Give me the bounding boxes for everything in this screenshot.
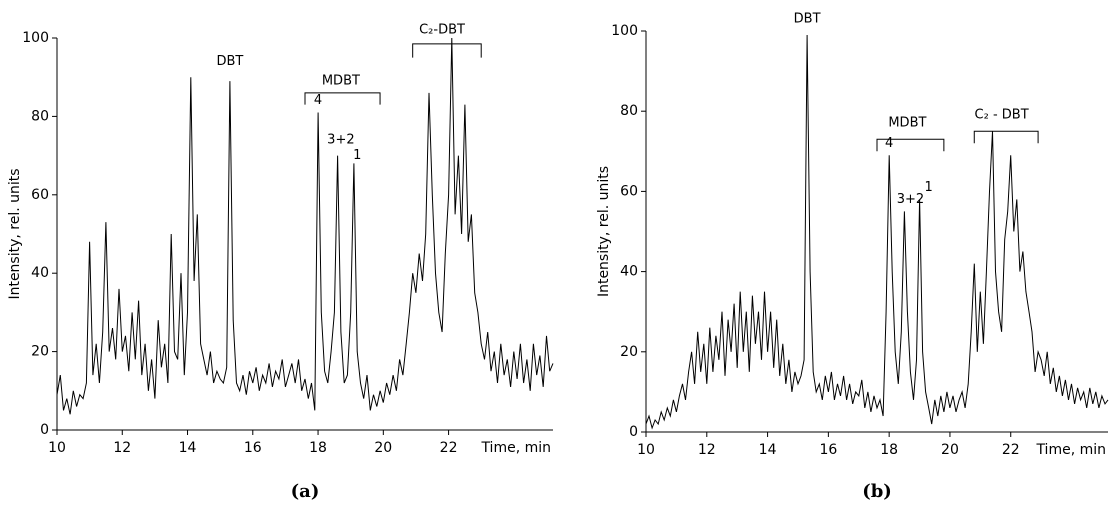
y-tick-label: 40 — [31, 265, 49, 281]
peak-annotation: DBT — [217, 54, 244, 69]
peak-annotation: 4 — [885, 136, 893, 151]
y-axis-label: Intensity, rel. units — [596, 166, 612, 297]
peak-annotation: C₂-DBT — [419, 23, 465, 38]
peak-annotation: 3+2 — [897, 192, 924, 207]
chromatogram-line — [56, 37, 554, 415]
y-tick-label: 60 — [31, 187, 49, 203]
group-bracket — [412, 43, 482, 58]
y-tick-label: 80 — [620, 103, 638, 119]
x-axis-label: Time, min — [480, 440, 551, 456]
y-tick-label: 0 — [40, 422, 49, 438]
x-tick-label: 20 — [941, 442, 959, 458]
x-tick-label: 14 — [759, 442, 777, 458]
peak-annotation: 1 — [353, 148, 361, 163]
peak-annotation: DBT — [794, 11, 821, 26]
peak-annotation: 3+2 — [327, 132, 354, 147]
panel-label: (b) — [862, 481, 892, 502]
x-tick-label: 12 — [113, 440, 131, 456]
peak-annotation: C₂ - DBT — [975, 108, 1029, 123]
x-tick-label: 18 — [309, 440, 327, 456]
y-tick-label: 100 — [22, 30, 49, 46]
peak-annotation: 4 — [314, 93, 322, 108]
y-tick-label: 20 — [620, 344, 638, 360]
y-tick-label: 0 — [629, 424, 638, 440]
x-tick-label: 10 — [637, 442, 655, 458]
group-bracket — [304, 92, 381, 105]
peak-annotation: MDBT — [322, 74, 360, 89]
peak-annotation: MDBT — [888, 116, 926, 131]
y-axis-label: Intensity, rel. units — [7, 168, 23, 299]
x-tick-label: 16 — [244, 440, 262, 456]
y-tick-label: 20 — [31, 344, 49, 360]
chromatogram-line — [645, 34, 1109, 430]
y-tick-label: 60 — [620, 183, 638, 199]
y-tick-label: 80 — [31, 108, 49, 124]
x-tick-label: 20 — [374, 440, 392, 456]
x-tick-label: 22 — [440, 440, 458, 456]
x-axis-label: Time, min — [1035, 442, 1106, 458]
group-bracket — [876, 138, 945, 152]
panel-label: (a) — [291, 481, 320, 502]
x-tick-label: 16 — [819, 442, 837, 458]
peak-annotation: 1 — [925, 180, 933, 195]
y-tick-label: 100 — [611, 23, 638, 39]
x-tick-label: 22 — [1002, 442, 1020, 458]
x-tick-label: 10 — [48, 440, 66, 456]
x-tick-label: 14 — [179, 440, 197, 456]
x-tick-label: 18 — [880, 442, 898, 458]
group-bracket — [973, 130, 1039, 144]
y-tick-label: 40 — [620, 264, 638, 280]
x-tick-label: 12 — [698, 442, 716, 458]
